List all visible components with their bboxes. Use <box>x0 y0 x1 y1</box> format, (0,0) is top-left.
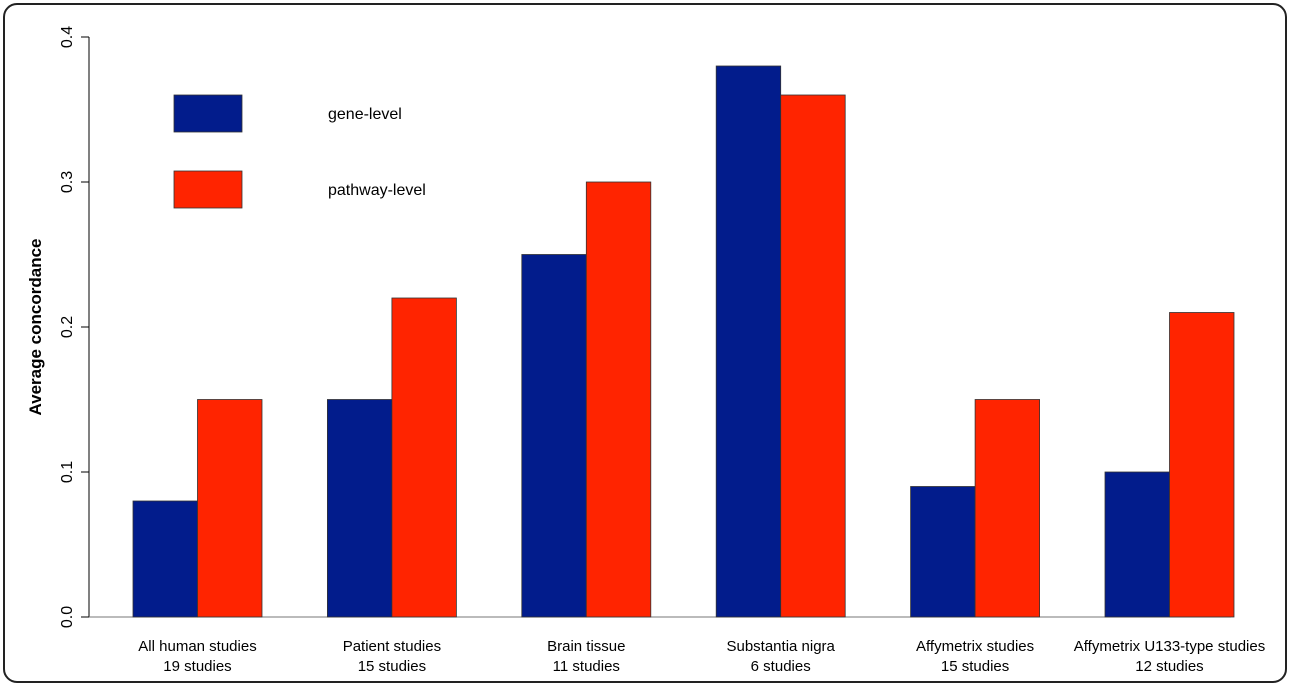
x-category-label: 6 studies <box>751 658 811 674</box>
x-category-label: 15 studies <box>358 658 426 674</box>
x-category-label: 15 studies <box>941 658 1009 674</box>
bar-gene-level <box>715 65 782 618</box>
y-tick-label: 0.4 <box>59 26 76 48</box>
legend-swatch-gene-level <box>173 94 243 133</box>
bar-gene-level <box>326 399 393 618</box>
y-tick-label: 0.0 <box>59 606 76 628</box>
bar-gene-level <box>521 254 587 618</box>
chart-axes: 0.0 0.1 0.2 0.3 0.4 <box>59 26 1231 628</box>
x-category-label: Substantia nigra <box>726 638 835 655</box>
x-category-label: 11 studies <box>553 658 620 674</box>
bar-gene-level <box>132 500 198 618</box>
legend-label: gene-level <box>328 106 402 123</box>
x-category-label: Patient studies <box>343 638 441 655</box>
bar-pathway-level <box>585 181 652 618</box>
legend-label: pathway-level <box>328 182 426 199</box>
x-category-labels: All human studies 19 studies Patient studi… <box>138 638 1265 674</box>
x-category-label: All human studies <box>138 638 256 655</box>
bar-pathway-level <box>1169 312 1235 618</box>
y-tick-label: 0.2 <box>59 316 76 338</box>
bar-gene-level <box>1104 471 1170 618</box>
x-category-label: Brain tissue <box>547 638 625 655</box>
chart-bars <box>132 65 1235 618</box>
x-category-label: 19 studies <box>163 658 231 674</box>
legend-swatch-pathway-level <box>173 170 243 209</box>
y-tick-label: 0.1 <box>59 461 76 483</box>
bar-pathway-level <box>197 399 263 618</box>
x-category-label: Affymetrix U133-type studies <box>1074 638 1265 655</box>
x-category-label: Affymetrix studies <box>916 638 1034 655</box>
legend: gene-level pathway-level <box>173 94 426 209</box>
bar-pathway-level <box>780 94 846 618</box>
x-category-label: 12 studies <box>1135 658 1203 674</box>
y-tick-label: 0.3 <box>59 171 76 193</box>
bar-pathway-level <box>391 297 457 618</box>
bar-gene-level <box>910 486 976 618</box>
bar-pathway-level <box>974 399 1040 618</box>
y-axis-label: Average concordance <box>26 239 45 416</box>
